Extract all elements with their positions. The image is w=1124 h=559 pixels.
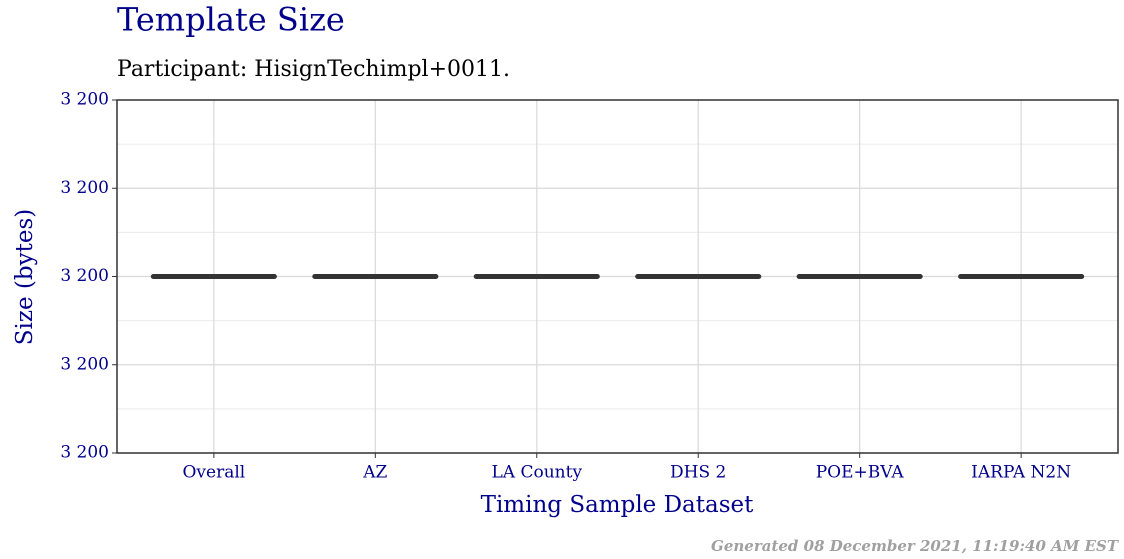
y-tick-label: 3 200 — [60, 354, 109, 374]
x-axis-label: Timing Sample Dataset — [481, 492, 755, 518]
x-tick-label: Overall — [182, 463, 245, 483]
x-tick-label: LA County — [492, 463, 583, 483]
y-tick-label: 3 200 — [60, 443, 109, 463]
chart-subtitle: Participant: HisignTechimpl+0011. — [117, 57, 510, 82]
x-tick-label: DHS 2 — [670, 463, 726, 483]
y-tick-label: 3 200 — [60, 178, 109, 198]
footer: Generated 08 December 2021, 11:19:40 AM … — [711, 537, 1120, 555]
x-tick-label: POE+BVA — [816, 463, 905, 483]
chart-title: Template Size — [117, 1, 345, 39]
y-tick-label: 3 200 — [60, 90, 109, 110]
panel-border — [116, 99, 1119, 454]
x-tick-label: AZ — [362, 463, 387, 483]
x-tick-label: IARPA N2N — [971, 463, 1071, 483]
y-axis-label: Size (bytes) — [12, 209, 38, 345]
y-tick-label: 3 200 — [60, 266, 109, 286]
